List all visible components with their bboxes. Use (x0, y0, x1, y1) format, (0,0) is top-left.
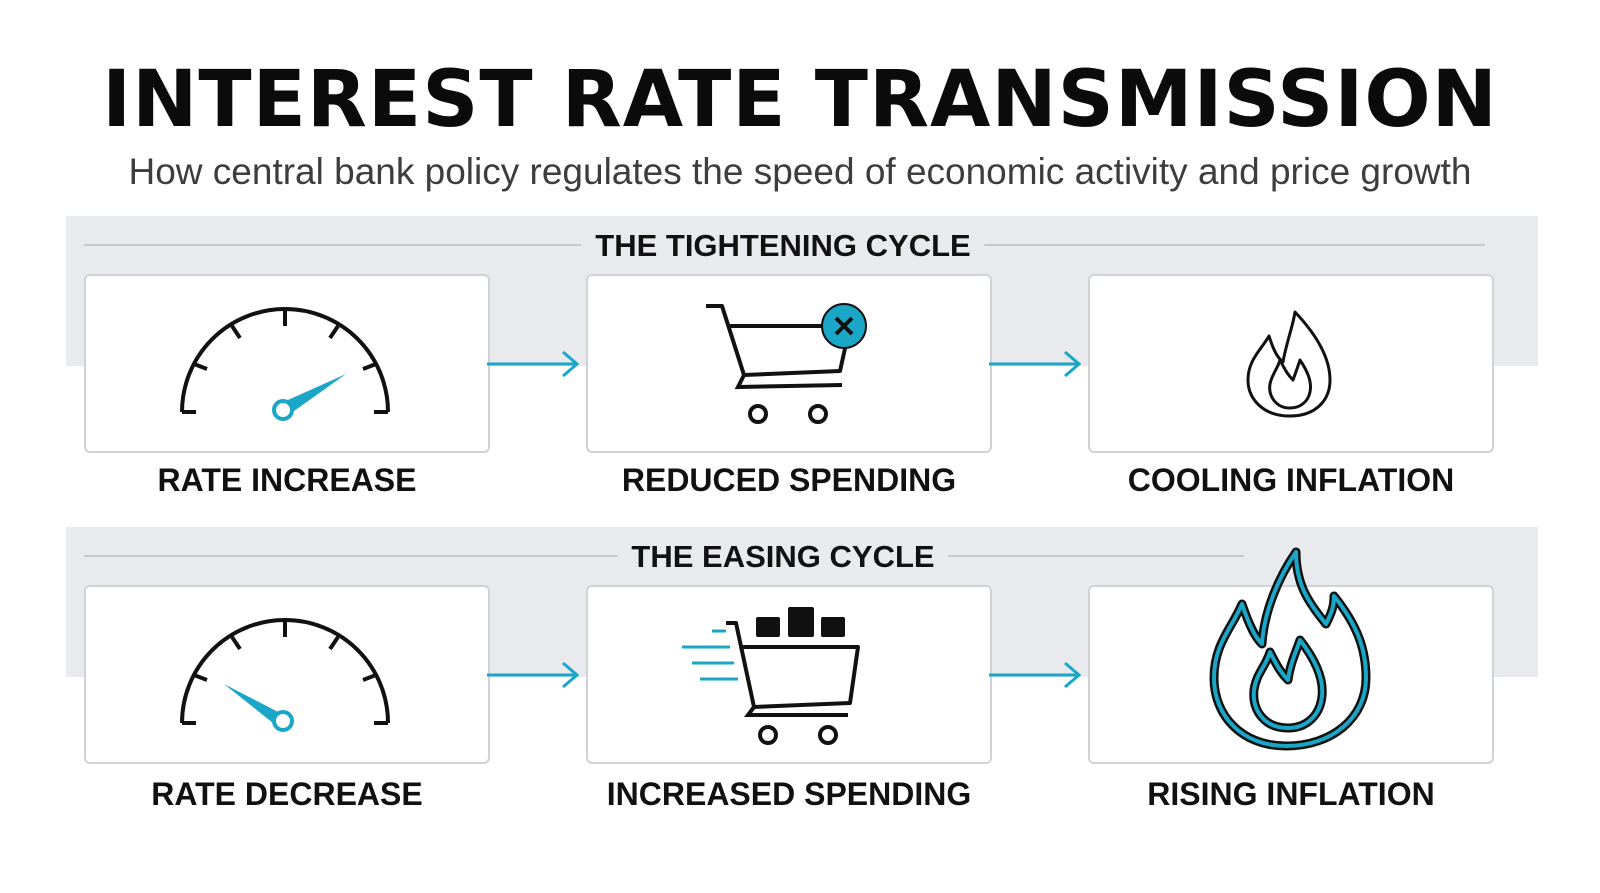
full-shopping-cart-icon (682, 607, 860, 745)
arrow-right-icon (487, 661, 580, 689)
rising-inflation-label: RISING INFLATION (1147, 776, 1435, 812)
shopping-cart-blocked-icon (706, 303, 867, 424)
easing-cycle-title: THE EASING CYCLE (617, 539, 949, 575)
reduced-spending-label: REDUCED SPENDING (621, 462, 957, 498)
rate-decrease-card (84, 585, 490, 764)
arrow-right-icon (989, 350, 1082, 378)
cooling-inflation-label: COOLING INFLATION (1127, 462, 1455, 498)
reduced-spending-card (586, 274, 992, 453)
page-title: INTEREST RATE TRANSMISSION (102, 55, 1498, 145)
increased-spending-label: INCREASED SPENDING (606, 776, 972, 812)
rate-decrease-label: RATE DECREASE (151, 776, 423, 812)
cooling-inflation-card (1088, 274, 1494, 453)
rate-increase-label: RATE INCREASE (157, 462, 417, 498)
arrow-right-icon (989, 661, 1082, 689)
large-flame-icon (1209, 547, 1371, 751)
arrow-right-icon (487, 350, 580, 378)
tightening-cycle-title: THE TIGHTENING CYCLE (581, 228, 985, 264)
small-flame-icon (1246, 310, 1332, 418)
rate-increase-card (84, 274, 490, 453)
speedometer-high-icon (180, 307, 390, 421)
speedometer-low-icon (180, 618, 390, 732)
page-subtitle: How central bank policy regulates the sp… (128, 151, 1472, 192)
increased-spending-card (586, 585, 992, 764)
